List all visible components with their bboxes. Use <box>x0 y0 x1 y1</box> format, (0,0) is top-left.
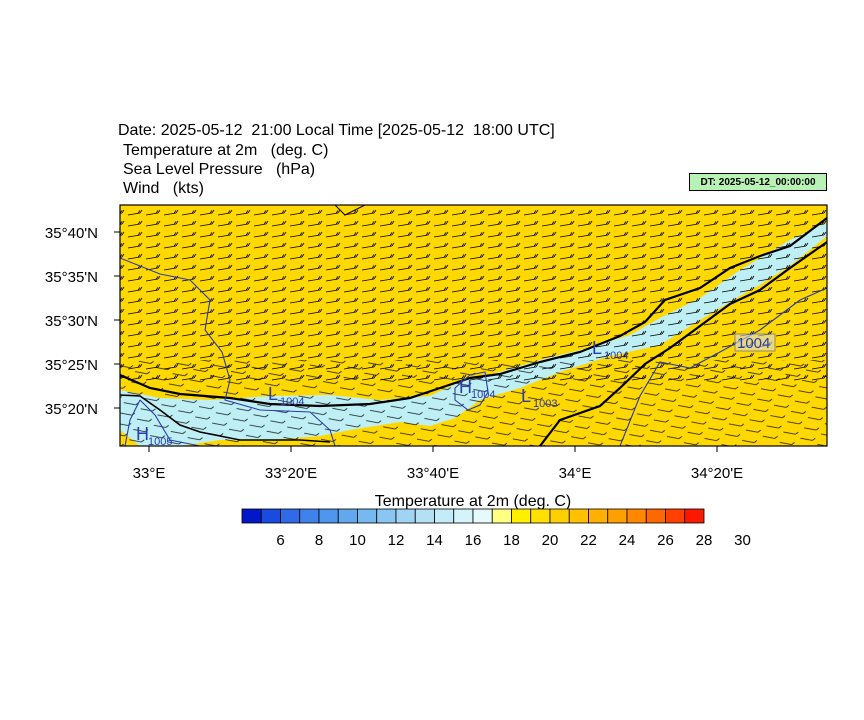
plot-subtitle-pressure: Sea Level Pressure (hPa) <box>123 161 316 178</box>
colorbar-swatch <box>530 508 551 524</box>
colorbar-swatch <box>241 508 262 524</box>
plot-subtitle-temperature: Temperature at 2m (deg. C) <box>123 142 329 159</box>
lon-tick-label: 33°E <box>133 465 166 482</box>
coastline-south <box>539 241 827 446</box>
colorbar-swatch <box>337 508 358 524</box>
pressure-center-low: L <box>521 386 531 406</box>
colorbar-tick-label: 12 <box>388 532 405 549</box>
coastline-top <box>334 205 366 216</box>
coastline-west <box>120 394 331 443</box>
colorbar-swatch <box>260 508 281 524</box>
pressure-center-high: H <box>136 424 149 444</box>
pressure-center-value: 1003 <box>533 398 557 410</box>
colorbar-swatch <box>299 508 320 524</box>
colorbar-tick-label: 8 <box>315 532 323 549</box>
lat-tick-label: 35°25'N <box>45 357 98 374</box>
colorbar-swatch <box>511 508 532 524</box>
colorbar-tick-label: 6 <box>276 532 284 549</box>
colorbar-swatch <box>626 508 647 524</box>
lat-tick-label: 35°35'N <box>45 269 98 286</box>
colorbar-swatch <box>665 508 686 524</box>
colorbar-tick-label: 22 <box>580 532 597 549</box>
colorbar-tick-label: 14 <box>426 532 443 549</box>
isobars <box>120 257 827 446</box>
map-frame <box>119 204 828 447</box>
model-datetime-badge: DT: 2025-05-12_00:00:00 <box>689 173 827 191</box>
colorbar-swatch <box>318 508 339 524</box>
lon-tick-label: 34°20'E <box>691 465 743 482</box>
colorbar-swatch <box>645 508 666 524</box>
colorbar-swatch <box>549 508 570 524</box>
colorbar-tick-label: 28 <box>696 532 713 549</box>
colorbar-swatch <box>568 508 589 524</box>
isobar-label-box <box>734 333 776 352</box>
colorbar-swatch <box>491 508 512 524</box>
latitude-axis: 35°40'N 35°35'N 35°30'N 35°25'N 35°20'N <box>45 225 120 418</box>
pressure-center-low: L <box>268 384 278 404</box>
pressure-center-value: 1004 <box>280 396 304 408</box>
colorbar-swatch <box>280 508 301 524</box>
colorbar-swatch <box>588 508 609 524</box>
lat-tick-label: 35°40'N <box>45 225 98 242</box>
map-plot-area <box>120 205 827 446</box>
lon-tick-label: 33°40'E <box>407 465 459 482</box>
lon-tick-label: 33°20'E <box>265 465 317 482</box>
isobar-label: 1004 <box>737 335 770 352</box>
colorbar-swatch <box>472 508 493 524</box>
colorbar-swatch <box>684 508 705 524</box>
pressure-center-value: 1004 <box>604 350 628 362</box>
coastline-north <box>120 217 827 408</box>
colorbar-swatch <box>434 508 455 524</box>
colorbar-swatch <box>414 508 435 524</box>
pressure-center-value: 1004 <box>471 389 495 401</box>
colorbar-swatch <box>357 508 378 524</box>
colorbar-swatch <box>607 508 628 524</box>
colorbar-tick-label: 18 <box>503 532 520 549</box>
colorbar-tick-label: 16 <box>465 532 482 549</box>
colorbar-tick-label: 20 <box>542 532 559 549</box>
pressure-center-low: L <box>592 338 602 358</box>
lat-tick-label: 35°30'N <box>45 313 98 330</box>
colorbar-swatch <box>376 508 397 524</box>
lon-tick-label: 34°E <box>559 465 592 482</box>
colorbar-title: Temperature at 2m (deg. C) <box>375 493 572 510</box>
colorbar-tick-label: 10 <box>349 532 366 549</box>
longitude-axis: 33°E 33°20'E 33°40'E 34°E 34°20'E <box>133 446 743 482</box>
pressure-center-high: H <box>459 377 472 397</box>
colorbar-swatch <box>395 508 416 524</box>
plot-title-date: Date: 2025-05-12 21:00 Local Time [2025-… <box>118 122 555 139</box>
colorbar-swatch <box>453 508 474 524</box>
colorbar: 6 8 10 12 14 16 18 20 22 24 26 28 30 <box>241 508 751 549</box>
lat-tick-label: 35°20'N <box>45 401 98 418</box>
colorbar-tick-label: 26 <box>657 532 674 549</box>
pressure-center-value: 1005 <box>148 436 172 448</box>
colorbar-tick-label: 30 <box>734 532 751 549</box>
colorbar-tick-label: 24 <box>619 532 636 549</box>
wind-barbs-north <box>120 205 827 385</box>
plot-subtitle-wind: Wind (kts) <box>123 180 204 197</box>
